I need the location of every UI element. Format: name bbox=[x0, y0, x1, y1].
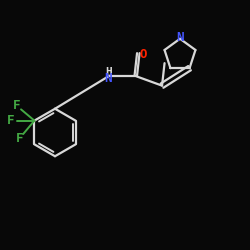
Text: F: F bbox=[12, 99, 20, 112]
Text: N: N bbox=[104, 72, 112, 85]
Text: O: O bbox=[140, 48, 147, 61]
Text: F: F bbox=[16, 132, 23, 145]
Text: F: F bbox=[7, 114, 14, 127]
Text: N: N bbox=[176, 31, 184, 44]
Text: H: H bbox=[105, 67, 112, 77]
